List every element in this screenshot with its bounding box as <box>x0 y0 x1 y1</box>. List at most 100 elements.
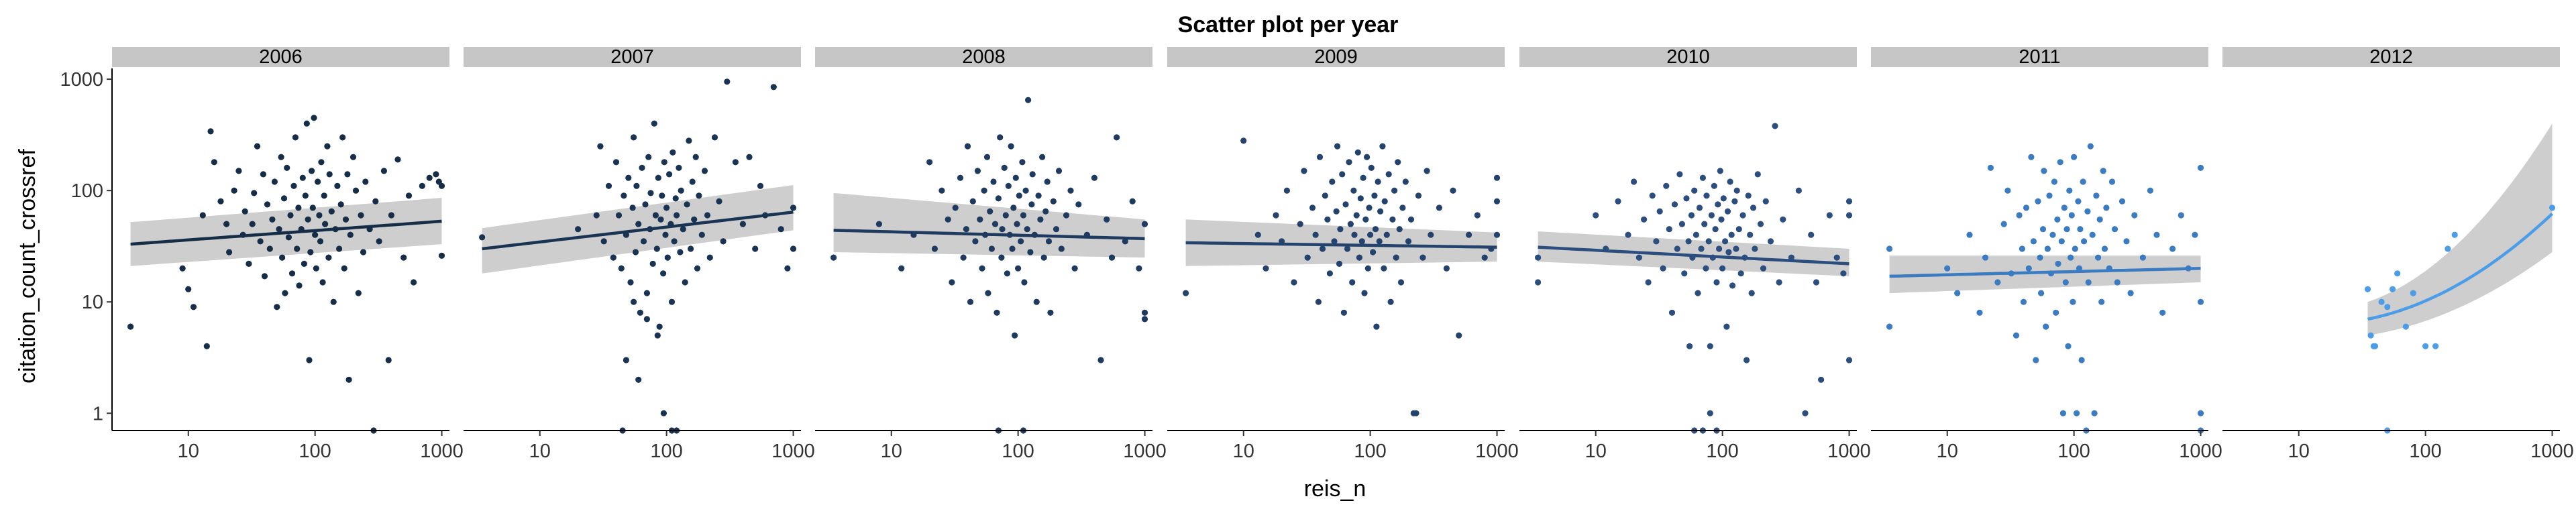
data-point <box>643 316 651 323</box>
data-point <box>671 238 678 245</box>
data-point <box>350 154 357 160</box>
data-point <box>1340 309 1347 316</box>
data-point <box>1020 212 1027 219</box>
data-point <box>1722 238 1729 245</box>
data-point <box>2058 238 2065 245</box>
data-point <box>1729 282 1736 289</box>
data-point <box>1364 154 1371 160</box>
data-point <box>711 134 718 141</box>
data-point <box>1681 270 1688 277</box>
data-point <box>1326 270 1333 277</box>
panel-strip <box>112 47 449 67</box>
data-point <box>287 212 294 219</box>
data-point <box>269 216 276 223</box>
data-point <box>1407 216 1415 223</box>
data-point <box>1707 410 1713 416</box>
data-point <box>635 221 642 227</box>
data-point <box>2367 332 2374 339</box>
x-tick-label: 100 <box>1706 441 1738 462</box>
data-point <box>1720 195 1727 202</box>
data-point <box>339 134 346 141</box>
data-point <box>1389 216 1396 223</box>
data-point <box>664 254 671 261</box>
data-point <box>1708 212 1715 219</box>
data-point <box>207 128 214 135</box>
data-point <box>674 212 680 219</box>
data-point <box>301 260 307 267</box>
data-point <box>1240 137 1247 144</box>
data-point <box>190 304 197 310</box>
smooth-line <box>130 219 442 246</box>
data-point <box>1450 187 1456 194</box>
data-point <box>1045 238 1053 245</box>
data-point <box>2100 168 2106 174</box>
data-point <box>1312 231 1319 238</box>
data-point <box>1436 205 1442 211</box>
data-point <box>1711 182 1717 189</box>
data-point <box>1376 238 1383 245</box>
data-point <box>1349 279 1356 286</box>
data-point <box>1713 279 1720 286</box>
data-point <box>1747 231 1754 238</box>
data-point <box>1387 298 1394 305</box>
x-tick-label: 1000 <box>2179 441 2222 462</box>
data-point <box>2178 212 2184 219</box>
data-point <box>1762 198 1769 205</box>
data-point <box>1719 265 1726 272</box>
data-point <box>1005 182 1012 189</box>
data-point <box>1395 159 1401 166</box>
data-point <box>2096 216 2103 223</box>
data-point <box>1396 226 1403 233</box>
data-point <box>1304 254 1311 261</box>
data-point <box>296 282 303 289</box>
data-point <box>2364 286 2371 292</box>
data-point <box>1104 216 1110 223</box>
data-point <box>2422 343 2429 349</box>
data-point <box>2055 260 2061 267</box>
data-point <box>2074 410 2080 416</box>
data-point <box>2043 323 2049 330</box>
data-point <box>282 290 288 296</box>
data-point <box>1351 231 1358 238</box>
data-point <box>633 182 640 189</box>
x-tick-label: 100 <box>2409 441 2441 462</box>
data-point <box>309 168 315 174</box>
data-point <box>358 212 364 219</box>
data-point <box>672 195 679 202</box>
data-point <box>1025 97 1032 103</box>
data-point <box>593 212 600 219</box>
data-point <box>790 245 797 252</box>
data-point <box>1366 205 1373 211</box>
data-point <box>1301 168 1307 174</box>
data-point <box>203 343 210 349</box>
data-point <box>1347 221 1354 227</box>
data-point <box>1362 216 1369 223</box>
data-point <box>311 115 317 121</box>
data-point <box>249 221 256 227</box>
data-point <box>1707 343 1713 349</box>
data-point <box>1058 245 1065 252</box>
data-point <box>686 137 692 144</box>
data-point <box>985 290 991 296</box>
data-point <box>2078 357 2085 363</box>
data-point <box>2081 238 2088 245</box>
data-point <box>2123 238 2130 245</box>
data-point <box>1075 201 1082 208</box>
data-point <box>1356 254 1362 261</box>
data-point <box>1735 226 1742 233</box>
data-point <box>1466 231 1472 238</box>
x-tick-label: 100 <box>1354 441 1386 462</box>
data-point <box>280 195 288 202</box>
data-point <box>649 260 656 267</box>
confidence-band <box>1538 231 1849 276</box>
data-point <box>1273 212 1279 219</box>
panel-2006: 2006 10 100 1000 <box>112 46 464 462</box>
x-tick-label: 10 <box>1233 441 1254 462</box>
data-point <box>701 168 708 174</box>
data-point <box>2098 298 2105 305</box>
panel-2012: 2012 10 100 1000 <box>2222 46 2574 462</box>
data-point <box>1372 226 1379 233</box>
data-point <box>385 357 392 363</box>
chart-title: Scatter plot per year <box>1178 12 1399 38</box>
